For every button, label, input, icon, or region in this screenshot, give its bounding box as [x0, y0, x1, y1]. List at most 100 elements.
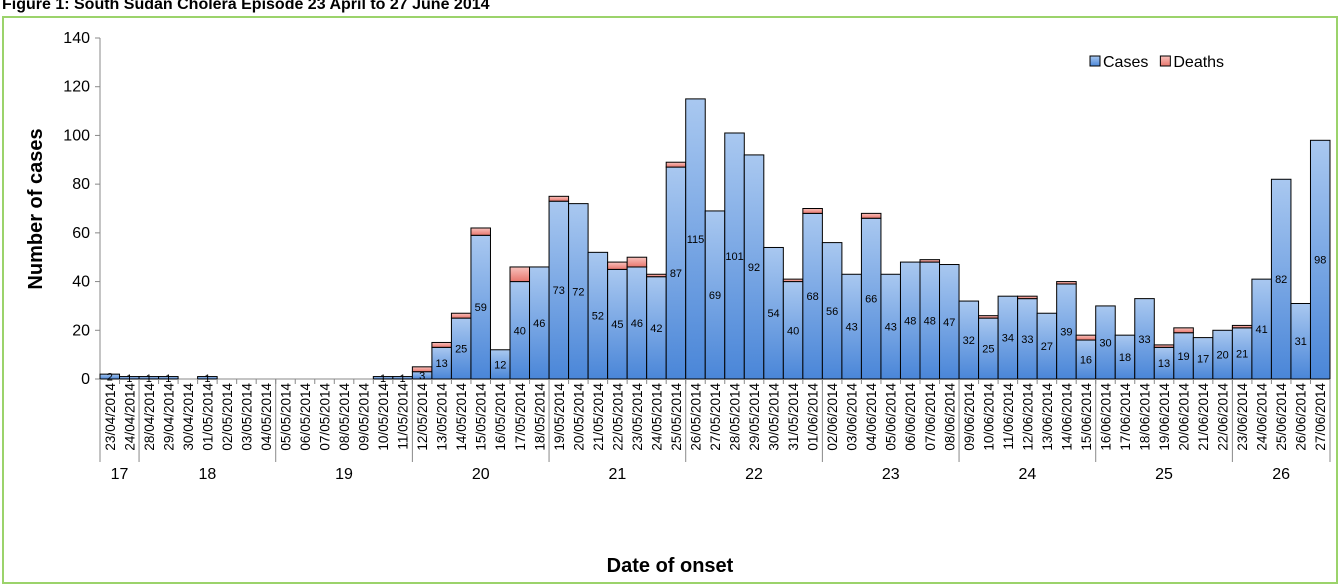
data-label: 92 — [748, 262, 760, 274]
x-tick-label: 30/04/2014 — [181, 383, 196, 451]
data-label: 69 — [709, 290, 721, 302]
bar-segment — [1056, 281, 1077, 285]
x-tick-label: 18/05/2014 — [532, 383, 547, 451]
chart-title: Figure 1: South Sudan Cholera Episode 23… — [2, 0, 490, 13]
x-tick-label: 13/06/2014 — [1040, 383, 1055, 451]
x-tick-label: 11/05/2014 — [396, 383, 411, 450]
group-label: 21 — [608, 466, 626, 483]
x-tick-label: 16/06/2014 — [1098, 383, 1113, 451]
bar-segment — [1231, 324, 1253, 329]
bar-segment — [450, 312, 472, 319]
bar-segment — [978, 315, 999, 319]
y-tick-label: 40 — [72, 274, 90, 291]
data-label: 41 — [1256, 324, 1268, 336]
data-label: 13 — [436, 358, 448, 370]
data-label: 25 — [455, 344, 467, 356]
x-tick-label: 11/06/2014 — [1001, 383, 1016, 450]
data-label: 59 — [475, 302, 487, 314]
x-tick-label: 23/06/2014 — [1235, 383, 1250, 451]
group-label: 18 — [198, 466, 216, 483]
data-label: 32 — [963, 335, 975, 347]
x-tick-label: 02/05/2014 — [220, 383, 235, 451]
x-tick-label: 06/06/2014 — [903, 383, 918, 451]
x-tick-label: 21/06/2014 — [1196, 383, 1211, 451]
group-label: 20 — [472, 466, 490, 483]
data-label: 43 — [885, 322, 897, 334]
x-tick-label: 10/06/2014 — [981, 383, 996, 451]
group-label: 25 — [1155, 466, 1173, 483]
bar-segment — [411, 366, 433, 373]
bar-segment — [509, 266, 531, 283]
data-label: 42 — [650, 323, 662, 335]
data-label: 73 — [553, 285, 565, 297]
data-label: 2 — [107, 372, 113, 384]
x-tick-label: 28/05/2014 — [728, 383, 743, 451]
x-tick-label: 17/05/2014 — [513, 383, 528, 451]
data-label: 48 — [904, 316, 916, 328]
x-tick-label: 08/06/2014 — [942, 383, 957, 451]
data-label: 98 — [1314, 255, 1326, 267]
bar-segment — [1173, 327, 1194, 334]
data-label: 40 — [514, 325, 526, 337]
group-label: 22 — [745, 466, 763, 483]
x-tick-label: 02/06/2014 — [825, 383, 840, 451]
x-tick-label: 20/05/2014 — [571, 383, 586, 451]
y-tick-label: 120 — [63, 79, 90, 96]
x-tick-label: 03/05/2014 — [239, 383, 254, 451]
y-tick-label: 0 — [81, 371, 90, 388]
data-label: 115 — [687, 234, 705, 246]
data-label: 31 — [1295, 336, 1307, 348]
y-tick-label: 100 — [63, 127, 90, 144]
x-tick-label: 26/06/2014 — [1294, 383, 1309, 451]
x-tick-label: 03/06/2014 — [845, 383, 860, 451]
x-tick-label: 25/05/2014 — [669, 383, 684, 451]
x-tick-label: 17/06/2014 — [1118, 383, 1133, 451]
data-label: 45 — [611, 319, 623, 331]
x-tick-label: 06/05/2014 — [298, 383, 313, 451]
x-tick-label: 14/05/2014 — [454, 383, 469, 451]
data-label: 1 — [126, 373, 132, 385]
y-tick-label: 20 — [72, 322, 90, 339]
x-tick-label: 29/04/2014 — [161, 383, 176, 451]
data-label: 1 — [165, 373, 171, 385]
data-label: 1 — [380, 373, 386, 385]
x-tick-label: 22/06/2014 — [1216, 383, 1231, 451]
x-tick-label: 04/06/2014 — [864, 383, 879, 451]
bar-segment — [665, 161, 687, 168]
x-tick-label: 28/04/2014 — [142, 383, 157, 451]
x-tick-label: 08/05/2014 — [337, 383, 352, 451]
data-label: 48 — [924, 316, 936, 328]
bar-segment — [1309, 139, 1331, 380]
x-tick-label: 24/05/2014 — [649, 383, 664, 451]
x-tick-label: 16/05/2014 — [493, 383, 508, 451]
data-label: 54 — [767, 308, 779, 320]
data-label: 25 — [982, 344, 994, 356]
x-axis-title: Date of onset — [607, 555, 734, 577]
x-tick-label: 13/05/2014 — [435, 383, 450, 451]
bar-segment — [646, 273, 667, 278]
data-label: 43 — [846, 322, 858, 334]
x-tick-label: 07/06/2014 — [923, 383, 938, 451]
x-tick-label: 01/05/2014 — [200, 383, 215, 451]
data-label: 13 — [1158, 358, 1170, 370]
legend-label: Deaths — [1173, 54, 1224, 71]
data-label: 68 — [806, 291, 818, 303]
data-label: 30 — [1099, 337, 1111, 349]
data-label: 21 — [1236, 348, 1248, 360]
data-label: 101 — [725, 251, 743, 263]
group-label: 17 — [111, 466, 129, 483]
group-label: 23 — [882, 466, 900, 483]
data-label: 40 — [787, 325, 799, 337]
x-tick-label: 25/06/2014 — [1274, 383, 1289, 451]
bar-segment — [158, 376, 179, 380]
x-tick-label: 05/06/2014 — [884, 383, 899, 451]
x-tick-label: 04/05/2014 — [259, 383, 274, 451]
bar-segment — [1075, 334, 1097, 341]
group-label: 26 — [1272, 466, 1290, 483]
x-tick-label: 23/05/2014 — [630, 383, 645, 451]
x-tick-label: 09/06/2014 — [962, 383, 977, 451]
x-tick-label: 14/06/2014 — [1059, 383, 1074, 451]
data-label: 1 — [146, 373, 152, 385]
bar-segment — [919, 259, 941, 263]
